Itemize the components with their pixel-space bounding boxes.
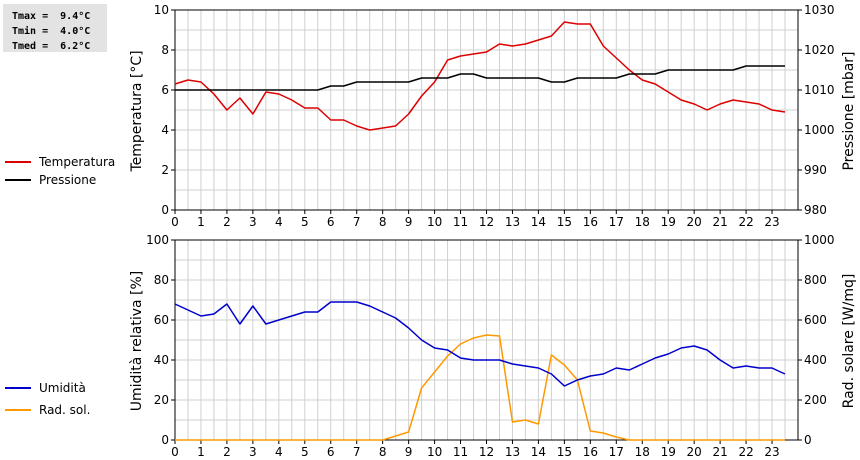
y-left-tick-label: 80 [154,273,169,287]
x-tick-label: 22 [738,215,753,229]
series-line-rad-sol [175,334,785,441]
x-tick-label: 18 [635,215,650,229]
x-tick-label: 10 [427,445,442,459]
y-right-tick-label: 1020 [804,43,835,57]
top-right-axis-title: Pressione [mbar] [841,51,857,170]
x-tick-label: 2 [223,215,231,229]
x-tick-label: 17 [609,445,624,459]
legend-top: Temperatura Pressione [5,155,115,187]
tmax-label: Tmax = 9.4°C [12,11,91,22]
series-line-umidit [174,301,786,387]
x-tick-label: 1 [197,215,205,229]
y-right-tick-label: 1000 [804,233,835,247]
y-left-tick-label: 6 [161,83,169,97]
x-tick-label: 8 [379,215,387,229]
top-left-axis-title: Temperatura [°C] [129,50,145,172]
series-line-pressione [175,65,785,91]
y-left-tick-label: 60 [154,313,169,327]
x-tick-label: 17 [609,215,624,229]
x-tick-label: 7 [353,445,361,459]
x-tick-label: 16 [583,215,598,229]
x-tick-label: 23 [764,215,779,229]
x-tick-label: 15 [557,215,572,229]
x-tick-label: 5 [301,445,309,459]
x-tick-label: 15 [557,445,572,459]
x-tick-label: 12 [479,215,494,229]
y-right-tick-label: 980 [804,203,827,217]
x-tick-label: 19 [661,215,676,229]
x-tick-label: 1 [197,445,205,459]
x-tick-label: 4 [275,215,283,229]
x-tick-label: 20 [687,215,702,229]
x-tick-label: 21 [712,215,727,229]
x-tick-label: 13 [505,445,520,459]
x-tick-label: 5 [301,215,309,229]
x-tick-label: 10 [427,215,442,229]
x-tick-label: 20 [687,445,702,459]
series-line-temperatura [174,21,786,131]
y-left-tick-label: 100 [146,233,169,247]
y-right-tick-label: 800 [804,273,827,287]
humidity-radiation-plot: 0 1 2 3 4 5 6 7 8 9 10 11 12 13 14 15 16 17 18 19 20 21 22 2302… [146,233,834,459]
legend-radiation-label: Rad. sol. [39,403,90,417]
legend-pressure-label: Pressione [39,173,96,187]
y-right-tick-label: 400 [804,353,827,367]
legend-humidity-label: Umidità [39,381,86,395]
x-tick-label: 9 [405,215,413,229]
x-tick-label: 3 [249,215,257,229]
x-tick-label: 13 [505,215,520,229]
y-left-tick-label: 8 [161,43,169,57]
x-tick-label: 0 [171,445,179,459]
x-tick-label: 6 [327,215,335,229]
y-left-tick-label: 10 [154,3,169,17]
y-right-tick-label: 1010 [804,83,835,97]
y-left-tick-label: 4 [161,123,169,137]
x-tick-label: 23 [764,445,779,459]
y-left-tick-label: 0 [161,203,169,217]
y-right-tick-label: 1000 [804,123,835,137]
legend-temperature-label: Temperatura [38,155,115,169]
x-tick-label: 4 [275,445,283,459]
bottom-right-axis-title: Rad. solare [W/mq] [841,274,857,409]
bottom-left-axis-title: Umidità relativa [%] [129,271,145,412]
x-tick-label: 7 [353,215,361,229]
x-tick-label: 2 [223,445,231,459]
x-tick-label: 9 [405,445,413,459]
legend-bottom: Umidità Rad. sol. [5,381,90,417]
x-tick-label: 12 [479,445,494,459]
x-tick-label: 0 [171,215,179,229]
stats-box: Tmax = 9.4°C Tmin = 4.0°C Tmed = 6.2°C [3,4,107,52]
tmed-label: Tmed = 6.2°C [12,41,91,52]
y-right-tick-label: 200 [804,393,827,407]
x-tick-label: 22 [738,445,753,459]
y-left-tick-label: 40 [154,353,169,367]
x-tick-label: 14 [531,215,546,229]
x-tick-label: 21 [712,445,727,459]
y-right-tick-label: 600 [804,313,827,327]
y-right-tick-label: 1030 [804,3,835,17]
x-tick-label: 8 [379,445,387,459]
y-right-tick-label: 0 [804,433,812,447]
temperature-pressure-plot: 0 1 2 3 4 5 6 7 8 9 10 11 12 13 14 15 16 17 18 19 20 21 22 2302… [154,3,835,229]
y-left-tick-label: 2 [161,163,169,177]
tmin-label: Tmin = 4.0°C [12,26,91,37]
x-tick-label: 16 [583,445,598,459]
x-tick-label: 6 [327,445,335,459]
y-left-tick-label: 20 [154,393,169,407]
x-tick-label: 3 [249,445,257,459]
x-tick-label: 18 [635,445,650,459]
x-tick-label: 11 [453,215,468,229]
x-tick-label: 14 [531,445,546,459]
x-tick-label: 11 [453,445,468,459]
y-left-tick-label: 0 [161,433,169,447]
x-tick-label: 19 [661,445,676,459]
y-right-tick-label: 990 [804,163,827,177]
